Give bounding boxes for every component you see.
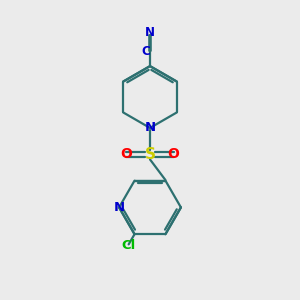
- Text: S: S: [145, 147, 155, 162]
- Text: N: N: [145, 26, 155, 39]
- Text: O: O: [168, 147, 179, 161]
- Text: N: N: [144, 122, 156, 134]
- Text: N: N: [113, 201, 124, 214]
- Text: O: O: [121, 147, 132, 161]
- Text: Cl: Cl: [122, 239, 136, 252]
- Text: C: C: [141, 45, 150, 58]
